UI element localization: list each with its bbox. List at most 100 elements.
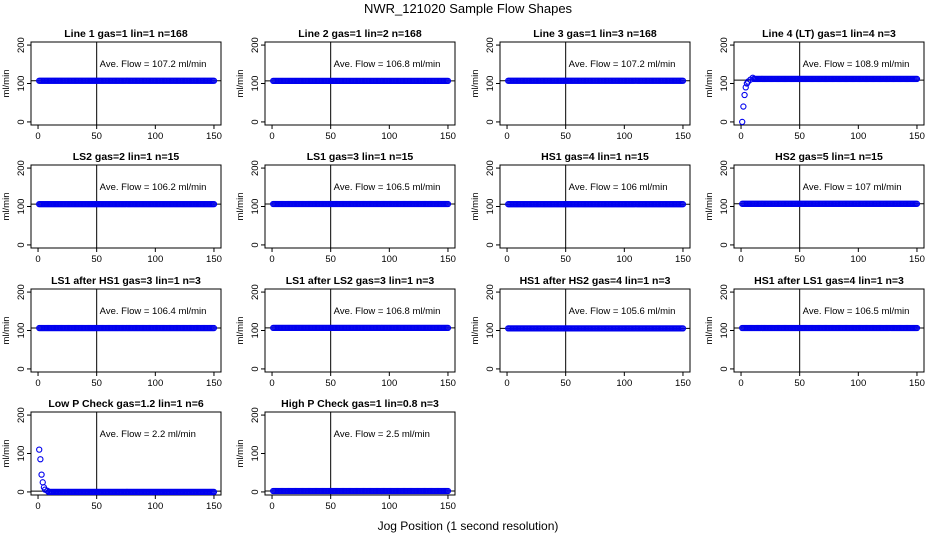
x-tick-label: 50 xyxy=(325,131,336,142)
y-tick-label: 0 xyxy=(250,242,261,247)
panel-title: HS1 after HS2 gas=4 lin=1 n=3 xyxy=(520,275,671,287)
y-tick-label: 200 xyxy=(16,407,27,423)
y-axis-label: ml/min xyxy=(704,193,715,221)
y-tick-label: 100 xyxy=(16,76,27,92)
x-tick-label: 50 xyxy=(560,131,571,142)
panel-title: Low P Check gas=1.2 lin=1 n=6 xyxy=(48,398,203,410)
data-point xyxy=(740,103,747,110)
data-point xyxy=(210,324,218,332)
x-tick-label: 50 xyxy=(325,254,336,265)
panel-14: High P Check gas=1 lin=0.8 n=3 0 50 100 150 0… xyxy=(235,398,456,512)
y-tick-label: 100 xyxy=(250,323,261,339)
mean-flow-annotation: Ave. Flow = 105.6 ml/min xyxy=(569,306,676,317)
y-axis-label: ml/min xyxy=(1,70,12,98)
y-tick-label: 0 xyxy=(719,242,730,247)
x-tick-label: 100 xyxy=(147,501,163,512)
x-tick-label: 0 xyxy=(738,378,743,389)
x-tick-label: 50 xyxy=(91,131,102,142)
mean-flow-annotation: Ave. Flow = 107 ml/min xyxy=(803,182,902,193)
y-tick-label: 200 xyxy=(485,160,496,176)
mean-flow-annotation: Ave. Flow = 106.2 ml/min xyxy=(100,182,207,193)
panel-title: Line 1 gas=1 lin=1 n=168 xyxy=(64,28,188,40)
data-points xyxy=(36,200,218,208)
panel-3: Line 3 gas=1 lin=3 n=168 0 50 100 150 0 100 200… xyxy=(470,28,691,142)
x-tick-label: 0 xyxy=(504,254,509,265)
data-points xyxy=(36,446,218,496)
y-tick-label: 0 xyxy=(250,489,261,494)
data-point xyxy=(36,446,43,453)
y-tick-label: 100 xyxy=(16,323,27,339)
x-tick-label: 0 xyxy=(738,131,743,142)
data-point xyxy=(741,91,748,99)
y-tick-label: 0 xyxy=(719,119,730,124)
mean-flow-annotation: Ave. Flow = 107.2 ml/min xyxy=(569,59,676,70)
x-tick-label: 100 xyxy=(381,131,397,142)
y-axis-label: ml/min xyxy=(470,70,481,98)
x-tick-label: 150 xyxy=(909,254,925,265)
y-tick-label: 0 xyxy=(485,366,496,371)
y-axis-label: ml/min xyxy=(1,193,12,221)
panel-title: Line 2 gas=1 lin=2 n=168 xyxy=(298,28,422,40)
mean-flow-annotation: Ave. Flow = 2.5 ml/min xyxy=(334,429,430,440)
x-tick-label: 0 xyxy=(35,378,40,389)
y-axis-label: ml/min xyxy=(470,193,481,221)
x-tick-label: 0 xyxy=(504,131,509,142)
data-point xyxy=(38,471,45,478)
y-tick-label: 0 xyxy=(16,242,27,247)
y-tick-label: 100 xyxy=(719,199,730,215)
data-points xyxy=(270,324,452,332)
y-tick-label: 200 xyxy=(16,160,27,176)
y-tick-label: 0 xyxy=(16,119,27,124)
panel-6: LS1 gas=3 lin=1 n=15 0 50 100 150 0 100 200 ml/m… xyxy=(235,151,456,265)
x-tick-label: 50 xyxy=(794,131,805,142)
x-tick-label: 50 xyxy=(325,378,336,389)
x-tick-label: 100 xyxy=(147,378,163,389)
panel-title: Line 4 (LT) gas=1 lin=4 n=3 xyxy=(762,28,896,40)
panel-4: Line 4 (LT) gas=1 lin=4 n=3 0 50 100 150 0 100… xyxy=(704,28,925,142)
y-axis-label: ml/min xyxy=(704,70,715,98)
data-point xyxy=(679,77,687,84)
data-point xyxy=(742,84,749,91)
data-points xyxy=(505,201,687,208)
mean-flow-annotation: Ave. Flow = 2.2 ml/min xyxy=(100,429,196,440)
data-point xyxy=(679,325,687,332)
x-tick-label: 150 xyxy=(206,254,222,265)
data-point xyxy=(210,488,218,496)
x-tick-label: 100 xyxy=(381,501,397,512)
x-tick-label: 150 xyxy=(440,254,456,265)
x-tick-label: 0 xyxy=(504,378,509,389)
y-tick-label: 100 xyxy=(485,323,496,339)
panel-title: HS1 gas=4 lin=1 n=15 xyxy=(541,151,649,163)
y-axis-label: ml/min xyxy=(235,440,246,468)
x-tick-label: 100 xyxy=(616,131,632,142)
panel-7: HS1 gas=4 lin=1 n=15 0 50 100 150 0 100 200 ml/m… xyxy=(470,151,691,265)
data-points xyxy=(270,200,452,208)
y-tick-label: 100 xyxy=(16,446,27,462)
y-axis-label: ml/min xyxy=(235,70,246,98)
data-point xyxy=(913,200,921,207)
mean-flow-annotation: Ave. Flow = 106.5 ml/min xyxy=(334,182,441,193)
mean-flow-annotation: Ave. Flow = 106.5 ml/min xyxy=(803,306,910,317)
data-point xyxy=(210,77,218,84)
main-title: NWR_121020 Sample Flow Shapes xyxy=(363,1,573,16)
x-tick-label: 50 xyxy=(91,501,102,512)
y-tick-label: 200 xyxy=(719,37,730,53)
x-tick-label: 0 xyxy=(269,131,274,142)
y-tick-label: 100 xyxy=(250,199,261,215)
y-tick-label: 200 xyxy=(485,284,496,300)
y-tick-label: 200 xyxy=(16,284,27,300)
panel-5: LS2 gas=2 lin=1 n=15 0 50 100 150 0 100 200 ml/m… xyxy=(1,151,222,265)
data-points xyxy=(739,324,921,332)
x-tick-label: 0 xyxy=(35,131,40,142)
y-tick-label: 100 xyxy=(719,76,730,92)
data-point xyxy=(444,487,452,495)
data-point xyxy=(444,200,452,208)
x-tick-label: 150 xyxy=(206,378,222,389)
data-points xyxy=(270,487,452,495)
mean-flow-annotation: Ave. Flow = 106.8 ml/min xyxy=(334,59,441,70)
y-tick-label: 0 xyxy=(719,366,730,371)
x-tick-label: 100 xyxy=(850,131,866,142)
mean-flow-annotation: Ave. Flow = 106 ml/min xyxy=(569,182,668,193)
y-axis-label: ml/min xyxy=(1,440,12,468)
